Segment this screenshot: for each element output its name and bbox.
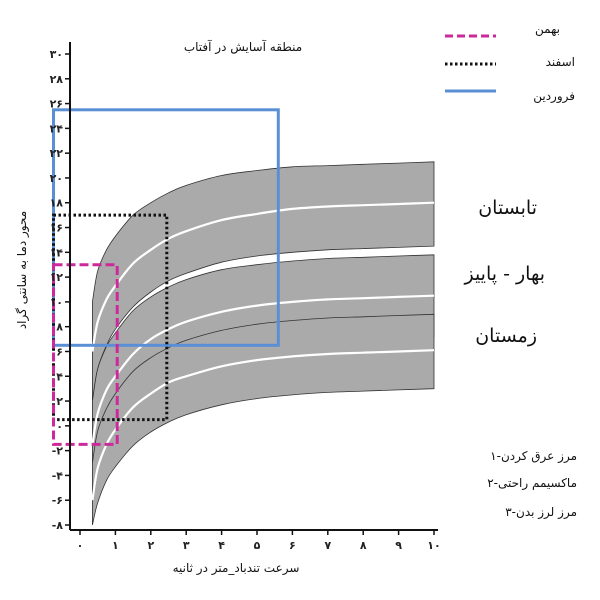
note-max-comfort: ۲-ماکسیمم راحتی (487, 476, 577, 491)
y-tick-label: ۲۶ (50, 98, 63, 111)
month-rectangles-layer (52, 108, 280, 446)
y-tick-label: ۱۴ (50, 246, 64, 259)
band-area-summer (92, 161, 435, 402)
band-middle-line-spring-autumn (91, 294, 435, 445)
band-label-summer: تابستان (478, 197, 537, 219)
band-middle-line-summer (91, 201, 435, 352)
y-tick-label: ۱۰ (50, 296, 63, 309)
y-tick-label: -۶ (52, 494, 63, 507)
y-tick-label: -۲ (52, 445, 64, 458)
x-tick-label: ۴ (218, 539, 225, 552)
y-tick-label: ۱۸ (50, 197, 64, 210)
y-tick-label: ۲۰ (50, 172, 63, 185)
x-tick-label: ۹ (395, 539, 402, 552)
band-label-winter: زمستان (475, 325, 537, 347)
y-tick-label: ۱۶ (50, 222, 63, 235)
y-tick-label: ۲۴ (50, 122, 64, 135)
x-tick-label: ۶ (289, 539, 296, 552)
y-tick-label: ۸ (56, 321, 63, 334)
x-tick-label: ۳ (183, 539, 190, 552)
y-tick-label: ۲۸ (50, 73, 64, 86)
x-tick-label: ۵ (254, 539, 261, 552)
y-tick-label: ۶ (56, 345, 63, 358)
y-tick-label: -۸ (52, 519, 64, 532)
bands-layer (91, 161, 435, 526)
y-tick-label: ۲ (56, 395, 63, 408)
y-tick-label: -۴ (52, 469, 64, 482)
x-tick-label: ۸ (360, 539, 367, 552)
notes: ۱-مرز عرق کردن ۲-ماکسیمم راحتی ۳-مرز لرز… (487, 449, 577, 520)
x-tick-label: ۱ (112, 539, 119, 552)
y-axis-title: محور دما به سانتی گراد (15, 211, 30, 329)
legend-label-bahman: بهمن (535, 22, 560, 37)
x-tick-label: ۰ (77, 539, 84, 552)
y-tick-label: ۰ (56, 420, 63, 433)
x-tick-label: ۲ (147, 539, 154, 552)
month-rect-farvardin (52, 108, 280, 347)
y-tick-label: ۲۲ (50, 147, 64, 160)
x-axis-title: سرعت تندباد_متر در ثانیه (173, 561, 300, 576)
axes-layer (69, 42, 438, 531)
legend-label-esfand: اسفند (546, 55, 575, 69)
legend: بهمن اسفند فروردین (445, 22, 575, 104)
x-tick-label: ۷ (324, 539, 331, 552)
x-tick-label: ۱۰ (427, 539, 440, 552)
chart-title: منطقه آسایش در آفتاب (184, 39, 302, 55)
y-tick-label: ۳۰ (50, 48, 63, 61)
note-shiver-limit: ۳-مرز لرز بدن (505, 505, 577, 520)
month-rect-esfand (52, 213, 169, 422)
y-tick-label: ۱۲ (50, 271, 64, 284)
y-tick-label: ۴ (56, 370, 63, 383)
note-sweating-limit: ۱-مرز عرق کردن (490, 449, 577, 464)
band-area-winter (92, 313, 435, 526)
month-rect-bahman (52, 263, 119, 446)
legend-label-farvardin: فروردین (533, 89, 575, 104)
band-middle-line-winter (91, 349, 435, 501)
band-label-spring-autumn: بهار - پاییز (463, 263, 545, 285)
